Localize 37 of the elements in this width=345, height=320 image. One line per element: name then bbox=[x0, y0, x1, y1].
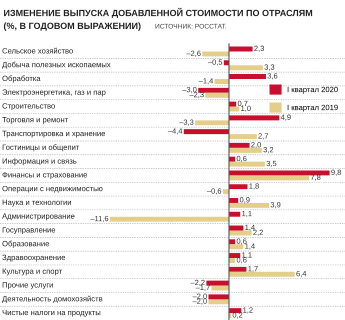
bar bbox=[110, 216, 229, 222]
bar bbox=[198, 88, 229, 93]
bar bbox=[228, 102, 236, 107]
bar bbox=[212, 286, 229, 291]
bar bbox=[208, 294, 229, 300]
bar bbox=[206, 280, 229, 286]
bar bbox=[228, 170, 330, 176]
bar bbox=[222, 189, 229, 194]
bar bbox=[228, 258, 236, 263]
bar bbox=[228, 156, 236, 162]
bar bbox=[228, 142, 250, 148]
bar bbox=[184, 129, 229, 134]
bar bbox=[228, 162, 265, 167]
chart-subtitle: (%, В ГОДОВОМ ВЫРАЖЕНИИ) bbox=[4, 22, 141, 31]
bar bbox=[195, 120, 229, 126]
bar bbox=[228, 230, 252, 236]
bar bbox=[228, 253, 240, 258]
bar bbox=[228, 134, 257, 140]
bar bbox=[228, 74, 266, 80]
bar bbox=[228, 65, 263, 70]
bar bbox=[228, 106, 240, 112]
bar bbox=[228, 239, 236, 244]
bar bbox=[228, 266, 246, 272]
bar bbox=[228, 198, 238, 203]
bar bbox=[228, 115, 280, 120]
chart-title: ИЗМЕНЕНИЕ ВЫПУСКА ДОБАВЛЕННОЙ СТОИМОСТИ ПО ОТРАСЛЯМ bbox=[4, 8, 312, 18]
bar bbox=[228, 148, 262, 153]
bar bbox=[228, 308, 242, 314]
bar bbox=[214, 79, 229, 84]
bar bbox=[228, 202, 270, 208]
bar bbox=[228, 226, 244, 230]
bar bbox=[228, 175, 310, 180]
bar bbox=[228, 46, 253, 52]
bar bbox=[202, 51, 229, 56]
bar bbox=[228, 184, 248, 190]
bar bbox=[208, 299, 229, 304]
bar bbox=[228, 272, 295, 277]
